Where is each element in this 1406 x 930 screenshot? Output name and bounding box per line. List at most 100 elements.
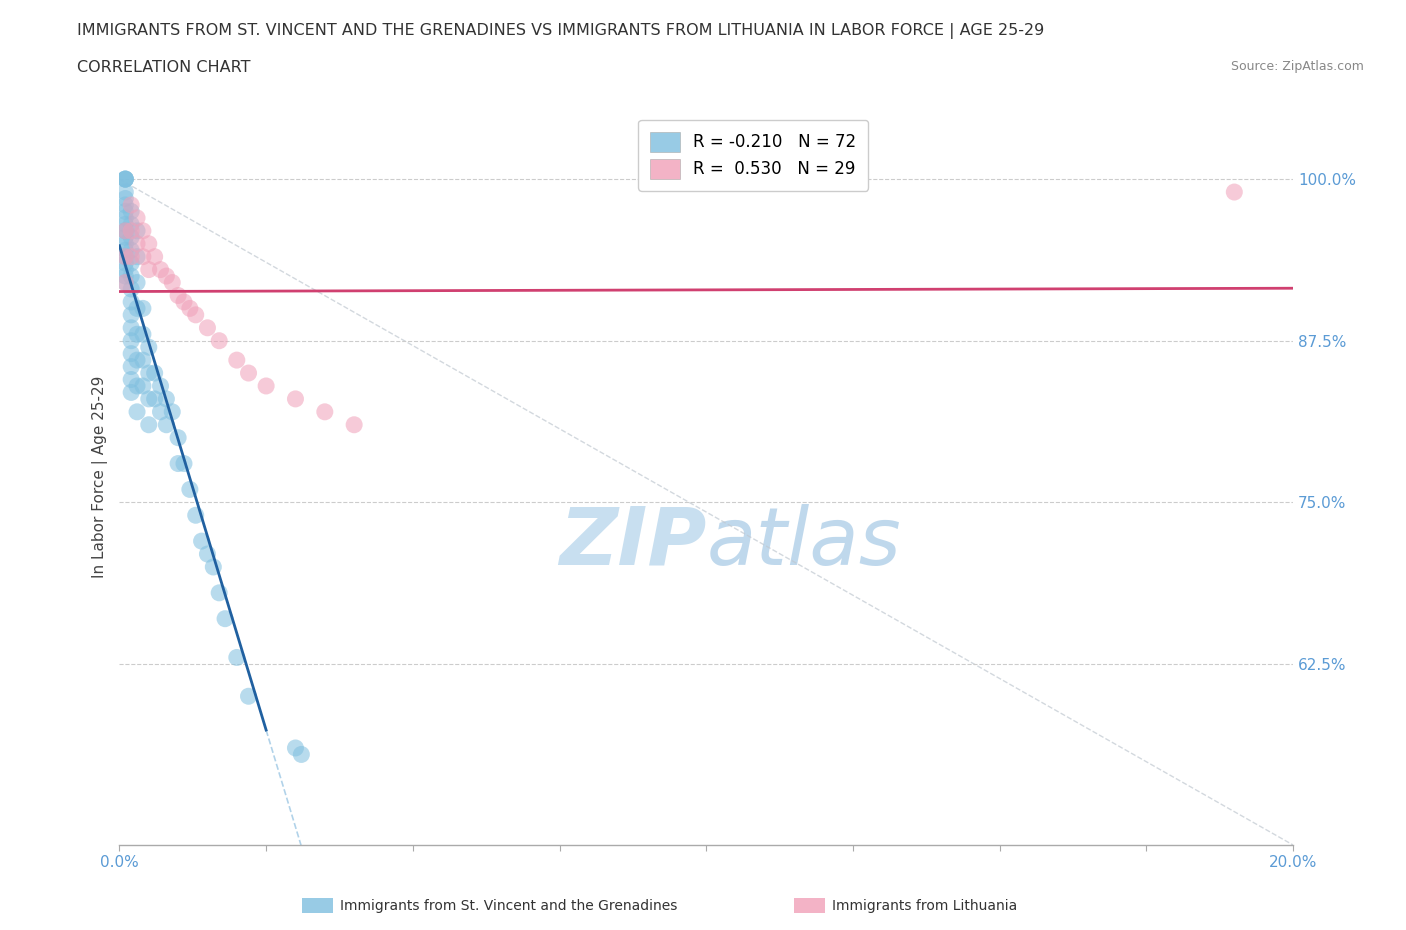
Point xyxy=(138,365,160,380)
Point xyxy=(114,204,136,219)
Point xyxy=(138,262,160,277)
Point xyxy=(125,210,148,225)
Point xyxy=(120,295,142,310)
Text: Immigrants from St. Vincent and the Grenadines: Immigrants from St. Vincent and the Gren… xyxy=(340,898,678,913)
Point xyxy=(120,256,142,271)
Point xyxy=(214,611,236,626)
Point xyxy=(120,333,142,348)
Point xyxy=(114,269,136,284)
Point xyxy=(120,217,142,232)
Point xyxy=(208,333,231,348)
Point xyxy=(208,585,231,600)
Point xyxy=(225,650,247,665)
Point xyxy=(120,223,142,238)
Point xyxy=(114,172,136,187)
Point xyxy=(114,223,136,238)
Point xyxy=(173,295,195,310)
Point xyxy=(120,197,142,212)
Point xyxy=(132,223,155,238)
Point xyxy=(143,249,166,264)
Point xyxy=(125,275,148,290)
Point xyxy=(120,372,142,387)
Point xyxy=(120,249,142,264)
Point xyxy=(162,405,184,419)
Text: IMMIGRANTS FROM ST. VINCENT AND THE GRENADINES VS IMMIGRANTS FROM LITHUANIA IN L: IMMIGRANTS FROM ST. VINCENT AND THE GREN… xyxy=(77,23,1045,39)
Point xyxy=(167,288,190,303)
Point xyxy=(114,210,136,225)
Point xyxy=(120,385,142,400)
Point xyxy=(125,326,148,341)
Point xyxy=(184,508,207,523)
Point xyxy=(162,275,184,290)
Point xyxy=(120,230,142,245)
Point xyxy=(155,269,177,284)
Point xyxy=(284,740,307,755)
Point xyxy=(143,392,166,406)
Point xyxy=(120,204,142,219)
Point xyxy=(138,339,160,354)
Point xyxy=(184,308,207,323)
Point xyxy=(1223,184,1246,199)
Point xyxy=(132,352,155,367)
Point xyxy=(114,236,136,251)
Point xyxy=(197,547,219,562)
Point xyxy=(190,534,212,549)
Point xyxy=(149,262,172,277)
Point xyxy=(284,392,307,406)
Point xyxy=(314,405,336,419)
Point xyxy=(254,379,277,393)
Point xyxy=(114,256,136,271)
Point xyxy=(132,379,155,393)
Point xyxy=(125,405,148,419)
Point xyxy=(238,689,260,704)
Point xyxy=(149,405,172,419)
Point xyxy=(120,320,142,335)
Point xyxy=(114,223,136,238)
Point xyxy=(343,418,366,432)
Point xyxy=(167,431,190,445)
Text: Source: ZipAtlas.com: Source: ZipAtlas.com xyxy=(1230,60,1364,73)
Point xyxy=(132,326,155,341)
Point xyxy=(114,217,136,232)
Legend: R = -0.210   N = 72, R =  0.530   N = 29: R = -0.210 N = 72, R = 0.530 N = 29 xyxy=(638,120,868,191)
Point xyxy=(143,365,166,380)
Point xyxy=(120,269,142,284)
Point xyxy=(114,275,136,290)
Point xyxy=(149,379,172,393)
Point xyxy=(114,172,136,187)
Point xyxy=(173,456,195,471)
Y-axis label: In Labor Force | Age 25-29: In Labor Force | Age 25-29 xyxy=(93,376,108,578)
Point xyxy=(132,301,155,316)
Text: CORRELATION CHART: CORRELATION CHART xyxy=(77,60,250,75)
Point xyxy=(202,560,225,575)
Point xyxy=(155,418,177,432)
Point xyxy=(114,197,136,212)
Point xyxy=(155,392,177,406)
Point xyxy=(179,482,201,497)
Point xyxy=(114,184,136,199)
Text: atlas: atlas xyxy=(706,504,901,582)
Point xyxy=(125,249,148,264)
Point xyxy=(114,223,136,238)
Point xyxy=(138,418,160,432)
Point xyxy=(120,359,142,374)
Point xyxy=(125,223,148,238)
Point xyxy=(114,262,136,277)
Point xyxy=(114,172,136,187)
Point xyxy=(114,243,136,258)
Point xyxy=(114,191,136,206)
Point xyxy=(225,352,247,367)
Point xyxy=(138,392,160,406)
Point xyxy=(125,301,148,316)
Point xyxy=(290,747,312,762)
Point xyxy=(138,236,160,251)
Point xyxy=(120,243,142,258)
Point xyxy=(167,456,190,471)
Point xyxy=(120,308,142,323)
Text: ZIP: ZIP xyxy=(558,504,706,582)
Point xyxy=(114,249,136,264)
Point xyxy=(179,301,201,316)
Point xyxy=(238,365,260,380)
Point xyxy=(114,172,136,187)
Point xyxy=(132,249,155,264)
